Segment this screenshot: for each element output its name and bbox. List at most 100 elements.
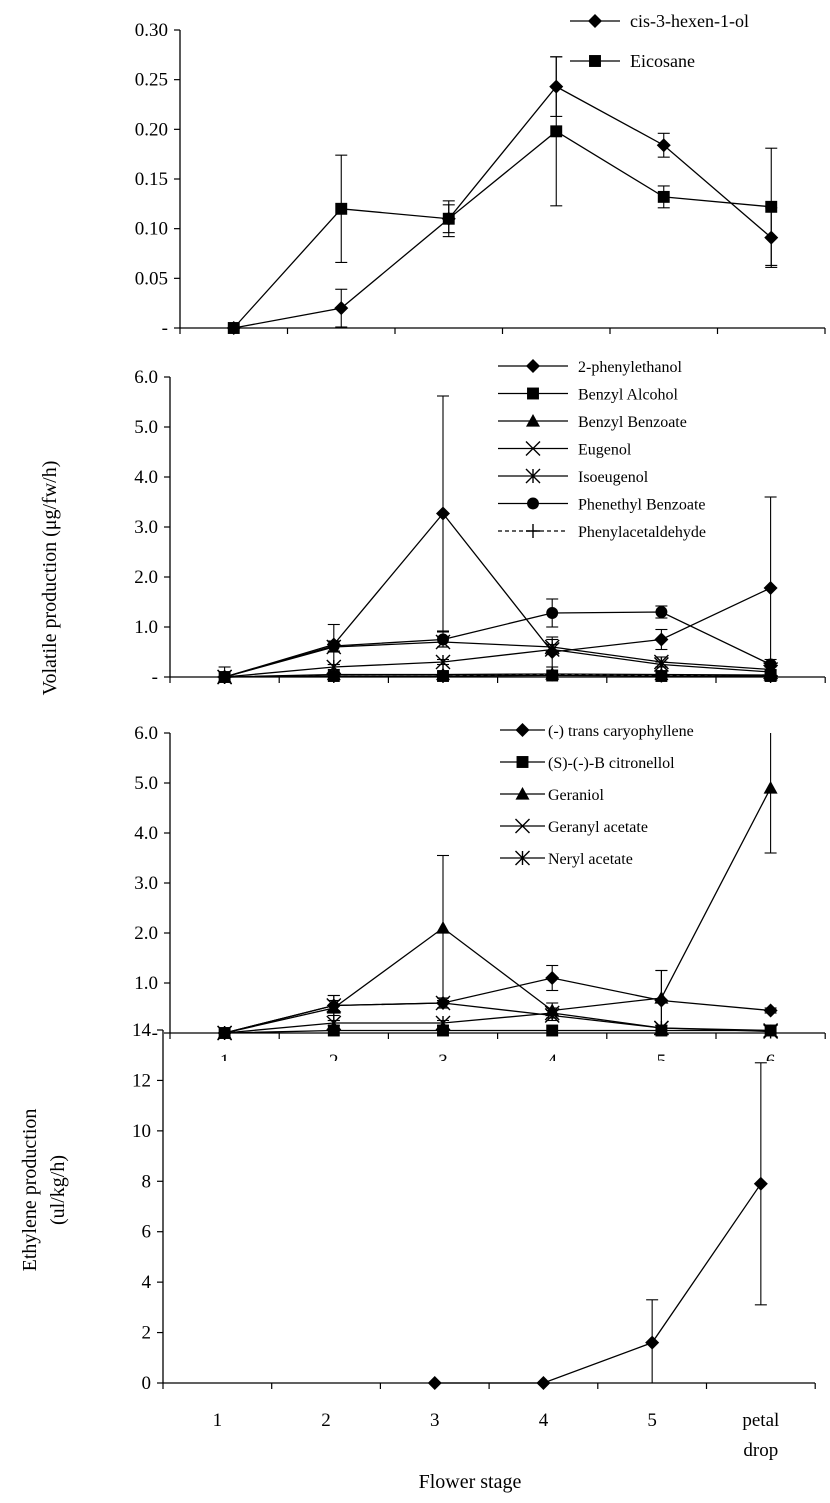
legend-item: Geraniol — [500, 787, 605, 804]
series-line — [224, 977, 771, 1034]
y-tick-label: 10 — [132, 1121, 151, 1142]
x-tick-label: 6 — [766, 1051, 776, 1072]
y-tick-label: 14 — [132, 1020, 152, 1041]
legend-label: 2-phenylethanol — [578, 359, 683, 376]
series-line — [224, 1029, 771, 1034]
data-point — [326, 669, 341, 683]
series-line — [224, 512, 771, 678]
legend-item: (-) trans caryophyllene — [500, 723, 694, 740]
y-tick-label: - — [152, 1023, 158, 1044]
legend-marker — [525, 468, 541, 484]
x-tick-label: 5 — [657, 1051, 667, 1072]
series-line — [224, 648, 771, 678]
legend-item: (S)-(-)-B citronellol — [500, 755, 675, 772]
data-point — [763, 669, 778, 683]
data-point — [645, 1335, 660, 1350]
legend-label: Isoeugenol — [578, 469, 649, 486]
legend-label: cis-3-hexen-1-ol — [630, 11, 749, 31]
y-tick-label: 8 — [142, 1171, 152, 1192]
series-line — [224, 611, 771, 678]
legend-label: Geranyl acetate — [548, 819, 648, 836]
legend-marker — [526, 359, 540, 373]
y-tick-label: 2 — [142, 1323, 152, 1344]
data-point — [544, 642, 560, 657]
legend-label: Eicosane — [630, 51, 695, 71]
legend-label: Phenethyl Benzoate — [578, 497, 706, 514]
legend: cis-3-hexen-1-ol Eicosane — [570, 11, 749, 71]
data-point — [546, 607, 559, 619]
legend-label: Geraniol — [548, 787, 605, 804]
data-point — [753, 1176, 768, 1191]
data-point — [764, 658, 777, 671]
legend-item: Neryl acetate — [500, 850, 633, 868]
y-tick-label: 0 — [142, 1373, 152, 1394]
y-tick-label: 3.0 — [134, 517, 158, 538]
y-tick-label: - — [152, 667, 158, 688]
legend-marker — [515, 818, 530, 834]
legend-item: Eicosane — [570, 51, 695, 71]
data-point — [763, 1003, 778, 1018]
y-tick-label: 0.20 — [135, 119, 168, 140]
legend-item: Isoeugenol — [498, 468, 649, 486]
data-point — [653, 1020, 669, 1036]
data-point — [436, 669, 450, 683]
x-tick-label: 1 — [220, 1051, 230, 1072]
y-tick-label: 4.0 — [134, 823, 158, 844]
data-point — [435, 995, 451, 1011]
legend-marker — [527, 387, 539, 400]
series-2 — [227, 56, 778, 334]
series-line — [224, 1012, 771, 1034]
y-tick-label: - — [162, 318, 168, 339]
data-point — [763, 781, 778, 794]
legend-marker — [527, 497, 539, 510]
y-tick-label: 0.30 — [135, 20, 168, 41]
series-line — [224, 673, 771, 678]
data-point — [654, 668, 669, 683]
data-point — [435, 654, 451, 670]
legend-label: Benzyl Benzoate — [578, 414, 687, 431]
data-point — [765, 200, 778, 213]
series-line — [434, 1183, 762, 1384]
x-tick-label: 5 — [647, 1410, 657, 1431]
legend-marker — [588, 14, 602, 28]
legend-item: Geranyl acetate — [500, 818, 648, 836]
x-tick-label: 4 — [547, 1051, 557, 1072]
data-point — [217, 1025, 233, 1041]
legend-item: cis-3-hexen-1-ol — [570, 11, 749, 31]
legend-item: Eugenol — [498, 441, 632, 459]
chart-panel-2: - 1.0 2.0 3.0 4.0 5.0 6.0 2-phenylethanol Benzyl… — [134, 359, 826, 688]
chart-panel-1: - 0.05 0.10 0.15 0.20 0.25 0.30 cis-3-hexen-1-o… — [135, 11, 826, 339]
data-point — [545, 667, 560, 682]
legend: 2-phenylethanol Benzyl Alcohol Benzyl Benz… — [498, 359, 706, 541]
y-tick-label: 0.25 — [135, 70, 168, 91]
series-3 — [217, 733, 778, 1039]
y-tick-label: 5.0 — [134, 417, 158, 438]
data-point — [654, 632, 669, 647]
y-tick-label: 6.0 — [134, 723, 158, 744]
x-tick-label: 3 — [430, 1410, 440, 1431]
series-6 — [218, 598, 777, 683]
y-tick-label: 1.0 — [134, 973, 158, 994]
series-1 — [427, 1062, 768, 1390]
data-point — [442, 212, 455, 225]
legend-marker — [515, 850, 530, 866]
y-tick-label: 5.0 — [134, 773, 158, 794]
y-axis-label: Ethylene production — [19, 1109, 41, 1272]
y-tick-label: 3.0 — [134, 873, 158, 894]
data-point — [655, 606, 668, 618]
x-tick-label: 3 — [438, 1051, 448, 1072]
data-point — [657, 190, 670, 203]
series-1 — [226, 56, 779, 335]
legend-marker — [515, 787, 530, 800]
data-point — [536, 1376, 551, 1390]
x-tick-label: 2 — [321, 1410, 331, 1431]
legend-label: Phenylacetaldehyde — [578, 524, 706, 541]
x-tick-label: 1 — [213, 1410, 223, 1431]
legend-marker — [515, 723, 530, 737]
series-line — [233, 130, 772, 329]
legend-marker — [526, 414, 540, 427]
series-line — [224, 787, 772, 1034]
legend-marker — [516, 756, 529, 768]
y-tick-label: 6 — [142, 1222, 152, 1243]
